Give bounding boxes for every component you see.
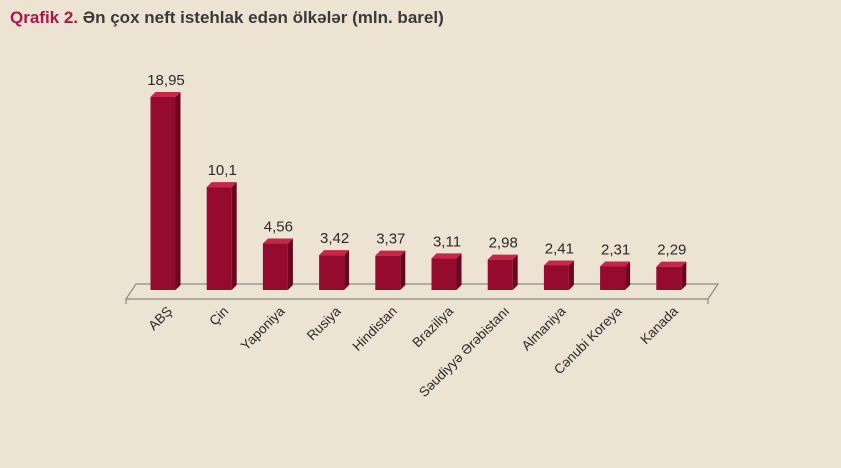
category-label: ABŞ — [145, 304, 175, 334]
bar-front — [543, 265, 569, 290]
bar-top — [319, 250, 350, 256]
bar-side — [287, 238, 293, 290]
value-label: 18,95 — [147, 72, 185, 89]
value-label: 2,98 — [489, 235, 518, 252]
bar-9 — [600, 261, 631, 290]
chart-floor — [124, 283, 720, 304]
bar-front — [206, 187, 232, 290]
bar-side — [456, 253, 462, 290]
value-label: 10,1 — [208, 162, 237, 179]
value-label: 3,42 — [320, 230, 349, 247]
bar-1 — [150, 92, 181, 290]
category-label: Yaponiya — [238, 303, 288, 353]
bar-side — [568, 260, 574, 290]
value-labels: 18,95 10,1 4,56 3,42 3,37 3,11 2,98 2,41 2,31 2,2… — [147, 72, 686, 259]
bar-front — [600, 266, 626, 290]
bar-top — [600, 261, 631, 267]
value-label: 2,41 — [545, 240, 574, 257]
bar-side — [625, 261, 631, 290]
bar-top — [543, 260, 574, 266]
bar-top — [150, 92, 181, 97]
chart-floor-plane — [124, 283, 720, 300]
chart-bars — [150, 92, 687, 290]
bar-6 — [431, 253, 462, 290]
category-label: Kanada — [637, 303, 681, 347]
value-label: 2,31 — [601, 241, 630, 258]
bar-front — [656, 266, 682, 290]
bar-side — [231, 182, 237, 290]
chart-title: Qrafik 2. Ən çox neft istehlak edən ölkə… — [10, 8, 444, 28]
bar-front — [150, 97, 176, 290]
category-labels: ABŞ Çin Yaponiya Rusiya Hindistan BraziliyaSə… — [145, 303, 681, 400]
bar-side — [344, 250, 350, 290]
bar-side — [512, 254, 518, 290]
category-label: Almaniya — [519, 303, 569, 353]
bar-8 — [543, 260, 574, 290]
bar-front — [431, 258, 457, 290]
bar-side — [175, 92, 181, 290]
bar-3 — [262, 238, 293, 290]
category-label: Hindistan — [350, 304, 400, 354]
bar-top — [656, 261, 687, 267]
bar-top — [487, 254, 518, 260]
bar-front — [319, 255, 345, 290]
bar-side — [400, 250, 406, 290]
value-label: 2,29 — [657, 242, 686, 259]
value-label: 4,56 — [264, 219, 293, 236]
bar-front — [262, 243, 288, 290]
category-label: Çin — [206, 304, 231, 329]
bar-7 — [487, 254, 518, 290]
value-label: 3,37 — [376, 231, 405, 248]
bar-top — [431, 253, 462, 259]
bar-10 — [656, 261, 687, 290]
chart-title-prefix: Qrafik 2. — [10, 8, 79, 27]
bar-front — [487, 259, 513, 290]
bar-4 — [319, 250, 350, 290]
bar-side — [681, 261, 687, 290]
bar-front — [375, 255, 401, 290]
category-label: Rusiya — [304, 303, 344, 343]
category-label: Braziliya — [409, 303, 456, 350]
chart-title-text: Ən çox neft istehlak edən ölkələr (mln. … — [82, 8, 444, 27]
bar-top — [375, 250, 406, 256]
bar-top — [206, 182, 237, 188]
value-label: 3,11 — [433, 233, 461, 250]
bar-2 — [206, 182, 237, 290]
bar-5 — [375, 250, 406, 290]
bar-top — [262, 238, 293, 244]
